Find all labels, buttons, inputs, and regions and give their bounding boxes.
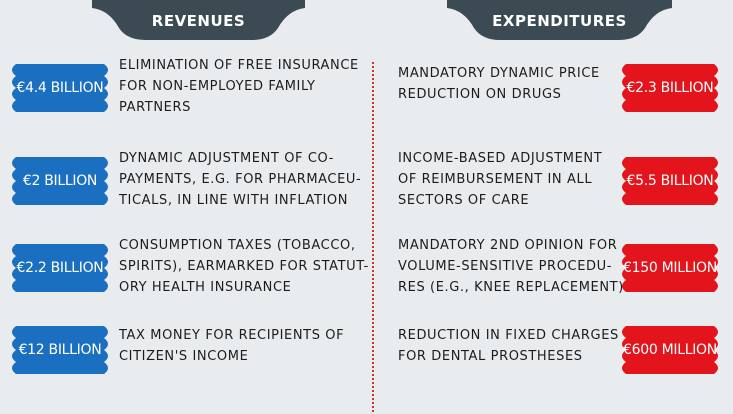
description: MANDATORY DYNAMIC PRICE REDUCTION ON DRUG… — [398, 63, 638, 105]
amount-badge: €2 BILLION — [10, 157, 110, 205]
description-line: SPIRITS), EARMARKED FOR STATUT- — [119, 258, 369, 274]
amount-text: €2.3 BILLION — [626, 80, 714, 96]
description: ELIMINATION OF FREE INSURANCE FOR NON-EMP… — [119, 55, 359, 118]
description-line: PAYMENTS, E.G. FOR PHARMACEU- — [119, 171, 362, 187]
amount-badge: €12 BILLION — [10, 326, 110, 374]
amount-text: €4.4 BILLION — [16, 80, 104, 96]
amount-badge: €150 MILLION — [620, 244, 720, 292]
badge-fill — [622, 326, 718, 374]
badge-fill — [622, 64, 718, 112]
badge-shape — [12, 64, 108, 112]
amount-badge: €4.4 BILLION — [10, 64, 110, 112]
description-line: FOR DENTAL PROSTHESES — [398, 349, 583, 364]
amount-text: €12 BILLION — [18, 342, 102, 358]
description-line: MANDATORY DYNAMIC PRICE — [398, 66, 600, 81]
badge-shape — [12, 244, 108, 292]
badge-fill — [12, 64, 108, 112]
description-line: ELIMINATION OF FREE INSURANCE — [119, 57, 359, 73]
amount-text: €2.2 BILLION — [16, 260, 104, 276]
amount-badge: €5.5 BILLION — [620, 157, 720, 205]
amount-text: €5.5 BILLION — [626, 173, 714, 189]
description-line: CONSUMPTION TAXES (TOBACCO, — [119, 237, 356, 253]
description-line: ORY HEALTH INSURANCE — [119, 279, 292, 295]
tab-shape — [92, 0, 305, 40]
description-line: REDUCTION IN FIXED CHARGES — [398, 328, 619, 343]
badge-fill — [622, 157, 718, 205]
description-line: DYNAMIC ADJUSTMENT OF CO- — [119, 150, 334, 166]
description-line: PARTNERS — [119, 99, 191, 115]
badge-shape — [12, 326, 108, 374]
tab-shape — [447, 0, 672, 40]
description: INCOME-BASED ADJUSTMENT OF REIMBURSEMENT … — [398, 148, 638, 211]
description: REDUCTION IN FIXED CHARGES FOR DENTAL PRO… — [398, 325, 638, 367]
badge-shape — [622, 326, 718, 374]
description: MANDATORY 2ND OPINION FOR VOLUME-SENSITIV… — [398, 235, 638, 298]
description: CONSUMPTION TAXES (TOBACCO, SPIRITS), EAR… — [119, 235, 369, 298]
description-line: CITIZEN'S INCOME — [119, 349, 249, 364]
badge-fill — [12, 326, 108, 374]
badge-shape — [622, 64, 718, 112]
description-line: INCOME-BASED ADJUSTMENT — [398, 150, 603, 166]
description-line: FOR NON-EMPLOYED FAMILY — [119, 78, 316, 94]
badge-fill — [12, 244, 108, 292]
amount-text: €2 BILLION — [22, 173, 98, 189]
tab-title: REVENUES — [151, 12, 246, 30]
description-line: MANDATORY 2ND OPINION FOR — [398, 237, 618, 253]
description-line: TICALS, IN LINE WITH INFLATION — [119, 192, 349, 208]
description-line: REDUCTION ON DRUGS — [398, 87, 562, 102]
description: TAX MONEY FOR RECIPIENTS OF CITIZEN'S INC… — [119, 325, 359, 367]
description-line: TAX MONEY FOR RECIPIENTS OF — [119, 328, 345, 343]
description-line: OF REIMBURSEMENT IN ALL — [398, 171, 593, 187]
amount-text: €150 MILLION — [623, 260, 717, 276]
badge-fill — [622, 244, 718, 292]
badge-shape — [12, 157, 108, 205]
amount-badge: €600 MILLION — [620, 326, 720, 374]
divider — [372, 62, 374, 412]
description-line: SECTORS OF CARE — [398, 192, 530, 208]
amount-badge: €2.3 BILLION — [620, 64, 720, 112]
amount-badge: €2.2 BILLION — [10, 244, 110, 292]
tab-title: EXPENDITURES — [492, 12, 627, 30]
amount-text: €600 MILLION — [623, 342, 717, 358]
description: DYNAMIC ADJUSTMENT OF CO- PAYMENTS, E.G. … — [119, 148, 362, 211]
badge-fill — [12, 157, 108, 205]
badge-shape — [622, 244, 718, 292]
badge-shape — [622, 157, 718, 205]
revenues-tab: REVENUES — [92, 0, 305, 44]
description-line: VOLUME-SENSITIVE PROCEDU- — [398, 258, 613, 274]
expenditures-tab: EXPENDITURES — [447, 0, 672, 44]
description-line: RES (E.G., KNEE REPLACEMENT) — [398, 279, 624, 295]
